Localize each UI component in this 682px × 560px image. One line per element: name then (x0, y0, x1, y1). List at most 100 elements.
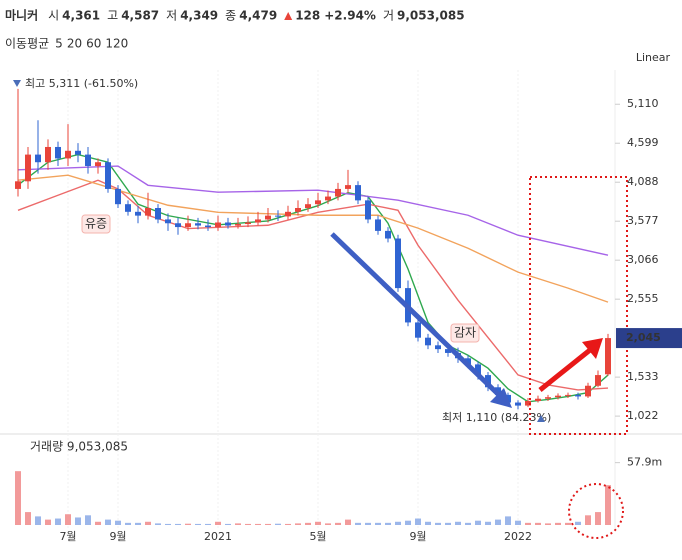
field-label: 종 (225, 9, 236, 23)
y-tick-label: 4,088 (627, 175, 659, 188)
candle-body (115, 188, 121, 205)
candle-body (75, 150, 81, 155)
volume-bar (285, 523, 291, 525)
field-value: 4,479 (239, 9, 277, 23)
field-label: 시 (48, 9, 59, 23)
candle-body (175, 223, 181, 228)
volume-title: 거래량 9,053,085 (30, 440, 128, 454)
volume-bar (495, 519, 501, 525)
rights-issue-label: 유증 (85, 217, 107, 231)
candle-body (525, 401, 531, 406)
candle-body (155, 208, 161, 220)
volume-bar (385, 522, 391, 525)
candle-body (465, 358, 471, 365)
candle-body (565, 394, 571, 396)
volume-bar (475, 520, 481, 525)
candle-body (395, 238, 401, 289)
rights-issue-badge (81, 214, 111, 234)
volume-bar (415, 518, 421, 525)
y-tick-label: 1,022 (627, 409, 659, 422)
candle-body (165, 219, 171, 224)
x-tick-label: 5월 (309, 530, 326, 543)
volume-bar (535, 522, 541, 525)
moving-average-line (17, 153, 609, 403)
change-pct: +2.94% (324, 9, 376, 23)
change: 128 (295, 9, 320, 23)
candle-body (285, 211, 291, 217)
candle-body (225, 222, 231, 226)
legend-entry: 120 (105, 37, 128, 51)
field-value: 4,349 (180, 9, 218, 23)
volume-bar (25, 512, 31, 525)
scale-mode[interactable]: Linear (636, 51, 671, 64)
candle-body (605, 338, 611, 375)
volume-bar (295, 523, 301, 525)
volume-bar (375, 522, 381, 525)
candle-body (235, 224, 241, 226)
candle-body (535, 398, 541, 402)
candle-body (205, 225, 211, 228)
y-tick-label: 5,110 (627, 97, 659, 110)
candle-body (335, 188, 341, 197)
volume-bar (365, 522, 371, 525)
candle-body (255, 219, 261, 223)
volume-bar (205, 523, 211, 525)
highlight-box (529, 176, 628, 435)
candle-body (435, 345, 441, 350)
candle-body (545, 397, 551, 399)
candle-body (375, 219, 381, 231)
volume-bar (395, 521, 401, 525)
candle-body (425, 337, 431, 346)
candle-body (315, 200, 321, 205)
volume-value: 9,053,085 (397, 9, 465, 23)
volume-bar (355, 522, 361, 525)
x-tick-label: 9월 (409, 530, 426, 543)
volume-bar (445, 522, 451, 525)
candle-body (445, 349, 451, 353)
x-tick-label: 2021 (204, 530, 232, 543)
volume-bar (335, 522, 341, 525)
candle-body (55, 146, 61, 159)
volume-bar (595, 512, 601, 525)
volume-bar (555, 522, 561, 525)
volume-bar (515, 520, 521, 525)
y-tick-label: 3,577 (627, 214, 659, 227)
volume-bar (45, 519, 51, 525)
candle-body (325, 196, 331, 201)
volume-bar (435, 522, 441, 525)
candle-body (345, 185, 351, 189)
volume-bar (545, 523, 551, 525)
y-tick-label: 1,533 (627, 370, 659, 383)
ma-title: 이동평균 (5, 37, 49, 51)
volume-bar (525, 522, 531, 525)
candle-body (385, 230, 391, 239)
candle-body (25, 154, 31, 182)
candle-body (215, 222, 221, 228)
low-annotation: 최저 1,110 (84.23%) (442, 411, 551, 424)
candle-body (575, 394, 581, 397)
field-value: 4,361 (62, 9, 100, 23)
volume-bar (195, 523, 201, 525)
legend-entry: 60 (86, 37, 101, 51)
volume-bar (145, 521, 151, 525)
high-annotation: 최고 5,311 (-61.50%) (25, 77, 138, 90)
candle-body (105, 162, 111, 189)
down-arrow (330, 232, 502, 398)
volume-bar (235, 523, 241, 525)
volume-bar (305, 522, 311, 525)
x-tick-label: 2022 (504, 530, 532, 543)
volume-bar (105, 519, 111, 525)
candle-body (415, 322, 421, 338)
candle-body (265, 215, 271, 220)
volume-bar (425, 521, 431, 525)
volume-tick-label: 57.9m (627, 456, 662, 469)
volume-bar (255, 523, 261, 525)
candle-body (45, 146, 51, 163)
moving-average-line (17, 165, 609, 256)
volume-bar (245, 523, 251, 525)
legend-entry: 20 (67, 37, 82, 51)
candle-body (555, 395, 561, 398)
stock-name: 마니커 (5, 8, 38, 23)
field-label: 저 (166, 9, 177, 23)
current-price-label: 2,045 (626, 331, 661, 344)
